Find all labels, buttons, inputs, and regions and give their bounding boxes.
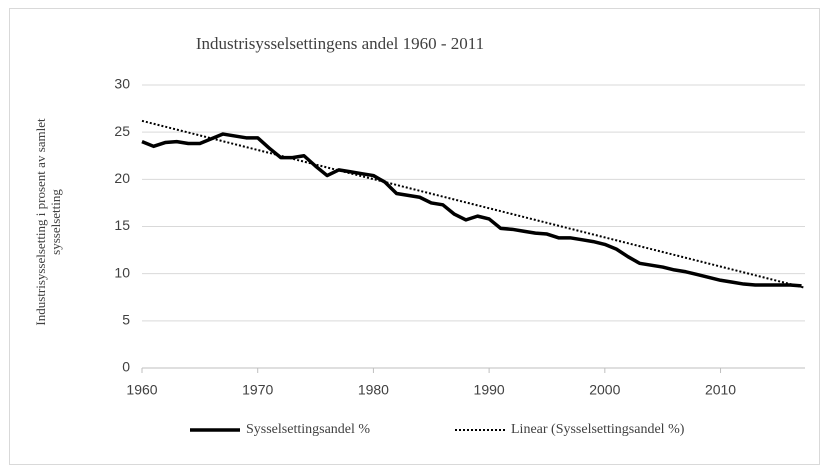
legend-label: Linear (Sysselsettingsandel %) [511, 422, 685, 437]
y-tick-label: 20 [114, 170, 130, 186]
x-tick-label: 1970 [242, 382, 273, 398]
y-tick-label: 30 [114, 76, 130, 92]
x-tick-label: 1960 [126, 382, 157, 398]
x-tick-label: 2010 [705, 382, 736, 398]
chart-title: Industrisysselsettingens andel 1960 - 20… [196, 34, 484, 53]
series-line [141, 132, 802, 288]
y-tick-label: 10 [114, 264, 130, 280]
y-tick-label: 25 [114, 123, 130, 139]
series-line [141, 119, 806, 289]
y-axis-title: Industrisysselsetting i prosent av samle… [33, 118, 63, 326]
y-tick-label: 0 [122, 359, 130, 375]
legend-label: Sysselsettingsandel % [246, 422, 370, 437]
x-tick-label: 1980 [358, 382, 389, 398]
y-axis-title-line: Industrisysselsetting i prosent av samle… [33, 118, 48, 326]
y-tick-label: 15 [114, 217, 130, 233]
y-tick-label: 5 [122, 312, 130, 328]
y-axis-title-line: sysselsetting [48, 189, 63, 255]
x-tick-label: 1990 [474, 382, 505, 398]
x-tick-label: 2000 [589, 382, 620, 398]
